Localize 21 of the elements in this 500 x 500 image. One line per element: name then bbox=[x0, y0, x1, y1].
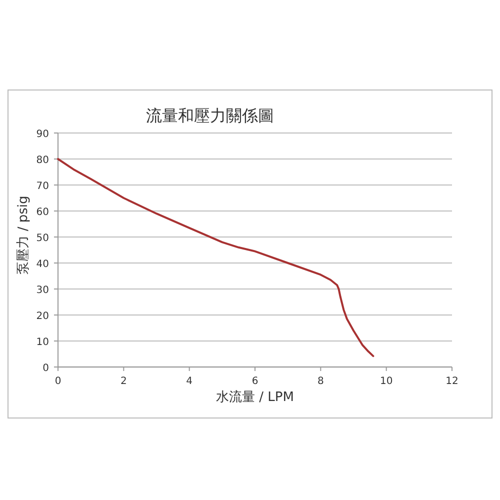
y-tick-label: 40 bbox=[36, 259, 49, 270]
y-tick-label: 70 bbox=[36, 181, 49, 192]
y-tick-label: 90 bbox=[36, 129, 49, 140]
y-axis-title: 泵壓力 / psig bbox=[16, 196, 31, 274]
y-tick-label: 60 bbox=[36, 207, 49, 218]
chart-title: 流量和壓力關係圖 bbox=[146, 106, 274, 125]
x-tick-label: 12 bbox=[446, 376, 458, 387]
line-series bbox=[57, 158, 374, 358]
x-axis-title: 水流量 / LPM bbox=[216, 389, 294, 405]
x-tick-label: 4 bbox=[186, 376, 193, 387]
y-tick-label: 30 bbox=[36, 285, 49, 296]
y-tick-label: 20 bbox=[36, 311, 49, 322]
y-tick-label: 10 bbox=[36, 337, 49, 348]
x-tick-label: 2 bbox=[120, 376, 127, 387]
x-tick-label: 0 bbox=[54, 376, 62, 387]
y-tick-label: 80 bbox=[36, 155, 49, 166]
x-tick-label: 10 bbox=[380, 376, 393, 387]
y-tick-label: 0 bbox=[42, 363, 49, 374]
x-tick-label: 6 bbox=[252, 376, 258, 387]
x-tick-label: 8 bbox=[317, 376, 324, 387]
y-tick-label: 50 bbox=[36, 233, 49, 244]
